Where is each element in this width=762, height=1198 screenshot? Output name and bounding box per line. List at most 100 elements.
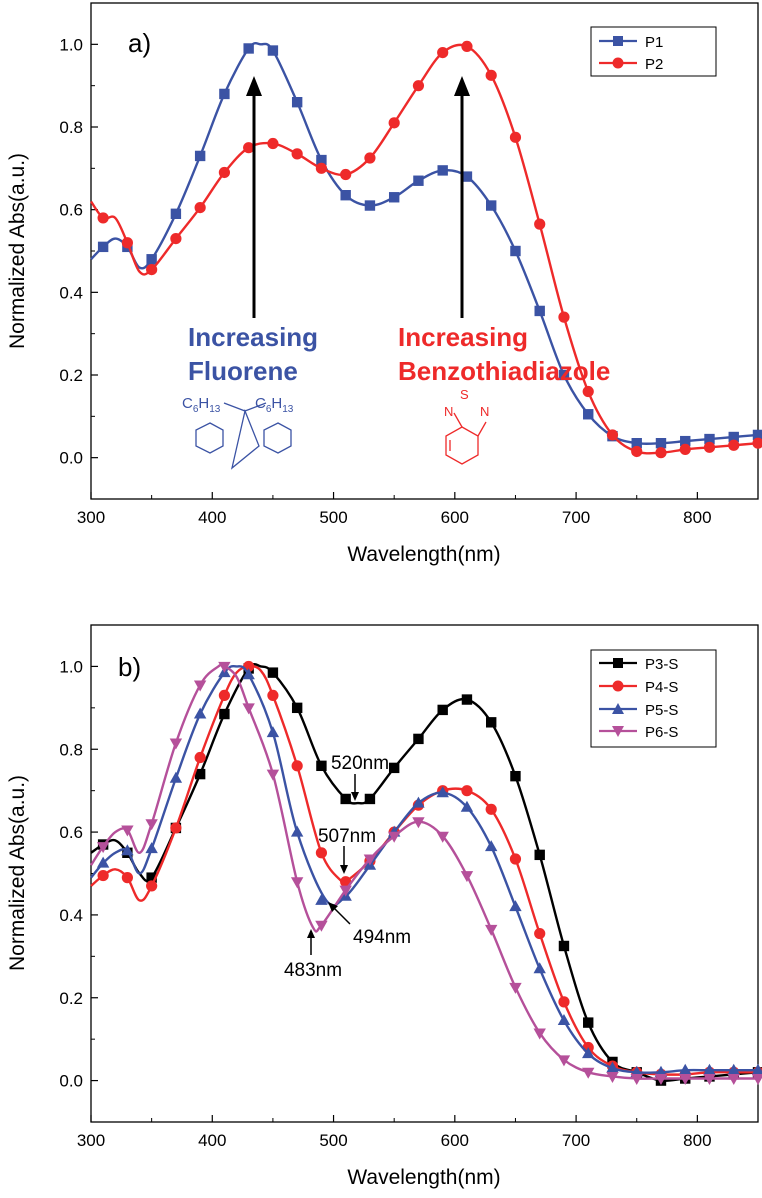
series-p6s-point bbox=[266, 769, 280, 781]
panel-a-x-axis: 300 400 500 600 700 800 bbox=[77, 492, 712, 527]
legend-p3s-marker bbox=[613, 658, 623, 668]
series-p6s-point bbox=[193, 680, 207, 692]
series-p1-point bbox=[194, 150, 206, 162]
series-p2-point bbox=[728, 439, 740, 451]
series-p1-point bbox=[631, 438, 642, 449]
series-p1-point bbox=[583, 409, 594, 420]
benzothiadiazole-structure: N S N bbox=[444, 387, 489, 465]
series-p5s-point bbox=[193, 707, 207, 719]
fluorene-left-bond bbox=[223, 402, 246, 412]
series-p2-line bbox=[90, 43, 759, 455]
panel-a-legend-box bbox=[590, 26, 717, 77]
annotation-483nm-label: 483nm bbox=[284, 960, 342, 981]
series-p2-point bbox=[606, 429, 619, 441]
fluorene-structure: C6H13 C6H13 bbox=[182, 395, 294, 470]
series-p2-point bbox=[315, 162, 328, 174]
annotation-494nm-label: 494nm bbox=[353, 927, 411, 948]
series-p1-point bbox=[340, 190, 351, 201]
annotation-494nm-arrowhead bbox=[328, 902, 338, 912]
series-p6s-point bbox=[703, 1074, 716, 1086]
panel-a-x-tick-label-300: 300 bbox=[77, 508, 105, 527]
series-p3s-point bbox=[194, 768, 206, 780]
series-p1-point bbox=[219, 88, 230, 100]
series-p2-point bbox=[485, 69, 497, 81]
annotation-507nm-label: 507nm bbox=[318, 826, 376, 847]
series-p1-point bbox=[388, 192, 400, 203]
series-p5s-point bbox=[582, 1047, 595, 1059]
series-p3s-point bbox=[219, 708, 230, 720]
panel-b-label: b) bbox=[118, 652, 141, 682]
panel-b-x-tick-label-300: 300 bbox=[77, 1131, 105, 1150]
benzothiadiazole-arrowhead bbox=[454, 76, 470, 96]
legend-p4s-label: P4-S bbox=[645, 679, 678, 696]
series-p5s-point bbox=[266, 726, 280, 738]
series-p2-point bbox=[558, 311, 570, 323]
fluorene-right-ring bbox=[263, 422, 292, 454]
series-p6s-point bbox=[315, 920, 328, 932]
series-p5s-point bbox=[727, 1063, 740, 1075]
panel-a-y-tick-label-0.6: 0.6 bbox=[59, 201, 83, 220]
panel-a-x-tick-label-600: 600 bbox=[441, 508, 469, 527]
series-p5s-point bbox=[703, 1063, 716, 1075]
panel-b-x-tick-label-700: 700 bbox=[562, 1131, 590, 1150]
series-p4s-point bbox=[509, 853, 522, 865]
panel-b-y-axis-title: Normalized Abs(a.u.) bbox=[6, 775, 29, 971]
fluorene-substituent-left: C6H13 bbox=[182, 395, 221, 415]
series-p4s-point bbox=[558, 996, 570, 1008]
fluorene-arrowhead bbox=[246, 76, 262, 96]
series-p1-point bbox=[413, 175, 424, 186]
panel-a-y-tick-label-0.0: 0.0 bbox=[59, 449, 83, 468]
series-p2-point bbox=[97, 212, 109, 224]
series-p1-point bbox=[316, 154, 327, 166]
series-p1-point bbox=[655, 438, 667, 449]
series-p2-point bbox=[752, 437, 762, 449]
annotation-494nm-arrow-shaft bbox=[332, 906, 351, 925]
panel-b-y-axis: 0.0 0.2 0.4 0.6 0.8 1.0 bbox=[59, 624, 98, 1091]
series-p2-point bbox=[121, 237, 133, 249]
panel-b-y-tick-label-0.6: 0.6 bbox=[59, 823, 83, 842]
series-p5s-point bbox=[485, 840, 498, 852]
series-p1-point bbox=[680, 435, 691, 447]
series-p3s-point bbox=[461, 694, 473, 705]
series-p2-point bbox=[218, 166, 230, 179]
legend-p3s-label: P3-S bbox=[645, 656, 678, 673]
fluorene-annotation-line2: Fluorene bbox=[188, 356, 298, 386]
series-p5s-point bbox=[169, 771, 183, 783]
panel-a-x-tick-label-800: 800 bbox=[683, 508, 711, 527]
legend-p5s-marker bbox=[612, 703, 624, 714]
series-p2-point bbox=[703, 441, 716, 453]
series-p1-point bbox=[437, 165, 448, 176]
panel-b-x-tick-label-800: 800 bbox=[683, 1131, 711, 1150]
series-p4s-point bbox=[121, 872, 133, 884]
btd-benzene-ring bbox=[445, 426, 479, 465]
series-p3s-point bbox=[291, 702, 303, 714]
series-p6s-point bbox=[145, 819, 158, 831]
series-p2-point bbox=[655, 447, 667, 459]
series-p3s-point bbox=[583, 1017, 594, 1028]
series-p6s-point bbox=[606, 1071, 619, 1083]
fluorene-right-bond bbox=[244, 402, 267, 412]
panel-a-series-layer bbox=[90, 40, 762, 459]
series-p1-point bbox=[534, 305, 545, 317]
btd-n-right: N bbox=[480, 404, 489, 419]
series-p6s-point bbox=[751, 1074, 762, 1086]
legend-p6s-label: P6-S bbox=[645, 724, 678, 741]
series-p1-point bbox=[461, 171, 473, 182]
series-p2-point bbox=[582, 385, 594, 398]
series-p6s-point bbox=[436, 831, 449, 843]
series-p1-point bbox=[267, 45, 279, 56]
series-p2-point bbox=[679, 443, 691, 455]
series-p6s-point bbox=[339, 885, 352, 897]
fluorene-arrow bbox=[246, 76, 262, 318]
series-p1-point bbox=[170, 208, 182, 219]
fluorene-annotation-line1: Increasing bbox=[188, 322, 318, 352]
btd-bond-left bbox=[453, 412, 463, 428]
series-p4s-point bbox=[194, 751, 206, 764]
series-p1-point bbox=[510, 245, 521, 257]
series-p1-point bbox=[752, 429, 762, 441]
panel-a-y-tick-label-0.2: 0.2 bbox=[59, 366, 83, 385]
series-p6s-point bbox=[169, 738, 183, 750]
series-p6s-point bbox=[363, 854, 377, 866]
annotation-520nm-label: 520nm bbox=[331, 753, 389, 774]
legend-p2-marker bbox=[612, 57, 624, 69]
